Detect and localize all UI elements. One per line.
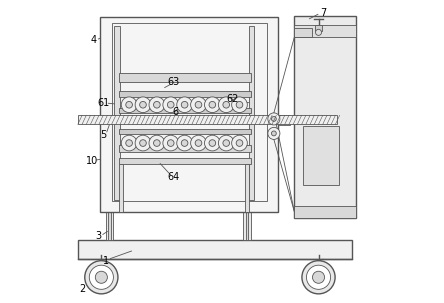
- Circle shape: [195, 102, 202, 108]
- Bar: [315, 25, 322, 31]
- Bar: [119, 158, 251, 164]
- Text: 4: 4: [91, 35, 97, 45]
- Circle shape: [313, 271, 325, 283]
- Circle shape: [205, 97, 220, 113]
- Circle shape: [149, 97, 165, 113]
- Circle shape: [195, 140, 202, 146]
- Bar: [119, 128, 251, 134]
- Bar: [246, 212, 248, 241]
- Text: 64: 64: [168, 172, 180, 182]
- Circle shape: [121, 135, 137, 151]
- Text: 61: 61: [98, 98, 110, 108]
- Circle shape: [85, 261, 118, 294]
- Text: 63: 63: [168, 77, 180, 87]
- Circle shape: [223, 140, 230, 146]
- Circle shape: [190, 135, 206, 151]
- Circle shape: [126, 102, 132, 108]
- Bar: [106, 212, 113, 241]
- Text: 2: 2: [79, 284, 86, 294]
- Circle shape: [163, 135, 178, 151]
- Circle shape: [190, 97, 206, 113]
- Circle shape: [218, 135, 234, 151]
- Text: 3: 3: [95, 231, 101, 241]
- Text: 10: 10: [86, 155, 98, 165]
- Bar: [119, 108, 251, 113]
- Bar: [119, 164, 123, 212]
- Circle shape: [316, 29, 321, 35]
- Circle shape: [271, 131, 276, 136]
- Circle shape: [302, 261, 335, 294]
- Circle shape: [181, 140, 188, 146]
- Bar: [278, 115, 290, 125]
- Text: 7: 7: [320, 8, 326, 18]
- Circle shape: [149, 135, 165, 151]
- Circle shape: [135, 97, 151, 113]
- Bar: [294, 16, 356, 218]
- Bar: [119, 73, 251, 82]
- Bar: [249, 26, 254, 200]
- Text: 1: 1: [103, 256, 109, 266]
- Circle shape: [209, 140, 216, 146]
- Circle shape: [268, 113, 280, 125]
- Circle shape: [154, 102, 160, 108]
- Circle shape: [218, 97, 234, 113]
- Bar: [112, 23, 267, 201]
- Bar: [245, 164, 250, 212]
- Circle shape: [135, 135, 151, 151]
- Text: 6: 6: [172, 107, 178, 117]
- Circle shape: [167, 140, 174, 146]
- Bar: [108, 212, 111, 241]
- Text: 5: 5: [100, 130, 106, 140]
- Bar: [114, 26, 120, 200]
- Circle shape: [232, 135, 247, 151]
- Circle shape: [163, 97, 178, 113]
- Circle shape: [306, 265, 331, 289]
- Circle shape: [205, 135, 220, 151]
- Circle shape: [121, 97, 137, 113]
- Bar: [243, 212, 251, 241]
- Circle shape: [177, 135, 192, 151]
- Circle shape: [89, 265, 113, 289]
- Bar: [119, 145, 251, 152]
- Circle shape: [126, 140, 132, 146]
- Circle shape: [268, 127, 280, 139]
- Bar: [119, 91, 251, 97]
- Circle shape: [271, 117, 276, 121]
- Text: 62: 62: [226, 94, 239, 104]
- Circle shape: [140, 140, 146, 146]
- Circle shape: [181, 102, 188, 108]
- Circle shape: [232, 97, 247, 113]
- Circle shape: [209, 102, 216, 108]
- Circle shape: [167, 102, 174, 108]
- Circle shape: [223, 102, 230, 108]
- Bar: [78, 241, 352, 258]
- Circle shape: [95, 271, 107, 283]
- Circle shape: [236, 140, 243, 146]
- Bar: [294, 25, 356, 38]
- Circle shape: [236, 102, 243, 108]
- Bar: [294, 28, 313, 37]
- Circle shape: [177, 97, 192, 113]
- Circle shape: [154, 140, 160, 146]
- Circle shape: [140, 102, 146, 108]
- Bar: [303, 126, 339, 185]
- Bar: [100, 17, 278, 212]
- Bar: [294, 206, 356, 218]
- Bar: [78, 115, 337, 124]
